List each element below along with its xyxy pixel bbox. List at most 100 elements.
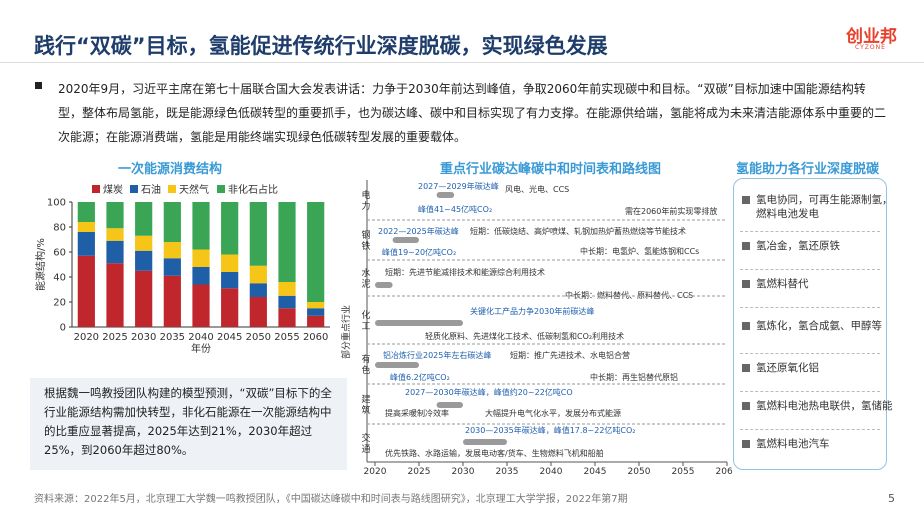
- bar-segment: [77, 232, 95, 256]
- legend-label: 煤炭: [103, 183, 123, 196]
- legend-swatch: [92, 185, 100, 193]
- legend-swatch: [217, 185, 225, 193]
- bar-segment: [106, 240, 124, 264]
- roadmap-note: 峰值6.2亿吨CO₂: [390, 372, 450, 382]
- bar-segment: [163, 202, 181, 242]
- bar-segment: [135, 202, 153, 236]
- bar-segment: [249, 297, 267, 327]
- timeline-bar: [375, 320, 463, 326]
- roadmap-note: 需在2060年前实现零排放: [625, 206, 717, 216]
- bar-segment: [192, 267, 210, 285]
- hydrogen-item: 氢燃料替代: [740, 277, 896, 291]
- y-tick-label: 20: [53, 298, 66, 309]
- roadmap-note: 提高采暖制冷效率: [385, 408, 449, 418]
- bar-segment: [163, 258, 181, 276]
- roadmap-note: 短期：先进节能减排技术和能源综合利用技术: [385, 267, 545, 277]
- timeline-bar: [436, 402, 463, 408]
- bar-segment: [307, 202, 325, 302]
- row-label: 有色: [361, 353, 370, 376]
- roadmap-note: 2030—2035年碳达峰，峰值17.8~22亿吨CO₂: [465, 425, 636, 435]
- x-tick-label: 2025: [408, 467, 431, 477]
- roadmap-note: 2022—2025年碳达峰: [378, 226, 459, 236]
- intro-text: 2020年9月，习近平主席在第七十届联合国大会发表讲话：力争于2030年前达到峰…: [58, 82, 887, 144]
- timeline-bar: [375, 362, 419, 368]
- x-tick-label: 2020: [74, 332, 99, 343]
- roadmap: 2020 2025 2030 2035 2040 2045 2050 2055 2060 部分重点…: [340, 180, 732, 477]
- slide-title: 践行“双碳”目标，氢能促进传统行业深度脱碳，实现绿色发展: [34, 34, 608, 58]
- roadmap-note: 中长期：电氢炉、氢能炼钢和CCs: [580, 246, 699, 256]
- roadmap-note: 中长期：再生铝替代原铝: [590, 372, 678, 382]
- hydrogen-title: 氢能助力各行业深度脱碳: [736, 162, 880, 177]
- legend-label: 天然气: [179, 183, 209, 196]
- x-tick-label: 2035: [160, 332, 185, 343]
- roadmap-title: 重点行业碳达峰碳中和时间表和路线图: [440, 162, 662, 177]
- logo-sub: CYZONE: [855, 44, 886, 51]
- roadmap-note: 峰值19~20亿吨CO₂: [382, 247, 456, 257]
- roadmap-note: 优先铁路、水路运输，发展电动客/货车、生物燃料飞机和船舶: [385, 448, 604, 458]
- roadmap-note: 2027—2030年碳达峰，峰值约20~22亿吨CO: [405, 387, 573, 397]
- separator: [740, 231, 880, 232]
- bar-segment: [106, 263, 124, 327]
- y-tick-label: 0: [60, 323, 66, 334]
- bar-segment: [278, 308, 296, 327]
- bar-segment: [77, 222, 95, 232]
- x-tick-label: 2045: [217, 332, 242, 343]
- bar-segment: [307, 308, 325, 316]
- hydrogen-item: 氢电协同，可再生能源制氢，燃料电池发电: [740, 193, 896, 221]
- y-tick-label: 80: [53, 223, 66, 234]
- bar-segment: [135, 250, 153, 271]
- timeline-bar: [392, 237, 419, 243]
- legend-swatch: [168, 185, 176, 193]
- hydrogen-item: 氢炼化，氢合成氨、甲醇等: [740, 319, 896, 333]
- bar-segment: [249, 265, 267, 284]
- bar-segment: [192, 284, 210, 327]
- divider: [0, 62, 924, 63]
- roadmap-note: 大幅提升电气化水平，发展分布式能源: [485, 408, 621, 418]
- bar-segment: [221, 202, 239, 255]
- x-tick-label: 2025: [102, 332, 127, 343]
- hydrogen-box: 氢电协同，可再生能源制氢，燃料电池发电 氢冶金，氢还原铁 氢燃料替代 氢炼化，氢合成氨…: [733, 178, 893, 470]
- bar-segment: [307, 302, 325, 309]
- separator: [740, 269, 880, 270]
- bar-segment: [77, 202, 95, 222]
- hydrogen-item: 氢还原氧化铝: [740, 361, 896, 375]
- x-tick-label: 2035: [496, 467, 519, 477]
- bar-segment: [278, 295, 296, 309]
- separator: [740, 353, 880, 354]
- bar-segment: [221, 288, 239, 327]
- x-tick-label: 2045: [584, 467, 607, 477]
- hydrogen-item: 氢燃料电池热电联供，氢储能: [740, 399, 896, 413]
- x-tick-label: 2060: [303, 332, 328, 343]
- y-axis-label: 部分重点行业: [340, 305, 352, 359]
- row-label: 化工: [361, 309, 370, 332]
- row-label: 交通: [361, 432, 370, 455]
- x-axis-label: 年份: [191, 342, 211, 355]
- bar-segment: [163, 275, 181, 327]
- bar-segment: [106, 202, 124, 229]
- roadmap-note: 短期：低碳烧结、高炉喷煤、轧钢加热炉蓄热燃烧等节能技术: [470, 226, 686, 236]
- x-tick-label: 2020: [364, 467, 387, 477]
- bullet: [35, 82, 42, 89]
- x-tick-label: 2050: [628, 467, 651, 477]
- bar-segment: [135, 270, 153, 327]
- y-axis-label: 能源结构/%: [34, 238, 47, 291]
- legend-swatch: [130, 185, 138, 193]
- roadmap-note: 2027—2029年碳达峰: [418, 181, 499, 191]
- roadmap-note: 峰值41~45亿吨CO₂: [418, 204, 492, 214]
- y-tick-label: 100: [47, 198, 66, 209]
- x-tick-label: 2055: [672, 467, 695, 477]
- logo: 创业邦: [846, 27, 897, 47]
- bar-segment: [77, 255, 95, 327]
- legend-label: 石油: [141, 183, 161, 196]
- bar-segment: [249, 283, 267, 297]
- timeline-bar: [375, 282, 393, 288]
- note-text: 根据魏一鸣教授团队构建的模型预测，“双碳”目标下的全行业能源结构需加快转型，非化…: [44, 386, 332, 457]
- y-tick-label: 40: [53, 273, 66, 284]
- x-tick-label: 2060: [716, 467, 732, 477]
- x-tick-label: 2030: [131, 332, 156, 343]
- timeline-bar: [463, 439, 507, 445]
- x-tick-label: 2040: [188, 332, 213, 343]
- chart-title: 一次能源消费结构: [118, 162, 223, 177]
